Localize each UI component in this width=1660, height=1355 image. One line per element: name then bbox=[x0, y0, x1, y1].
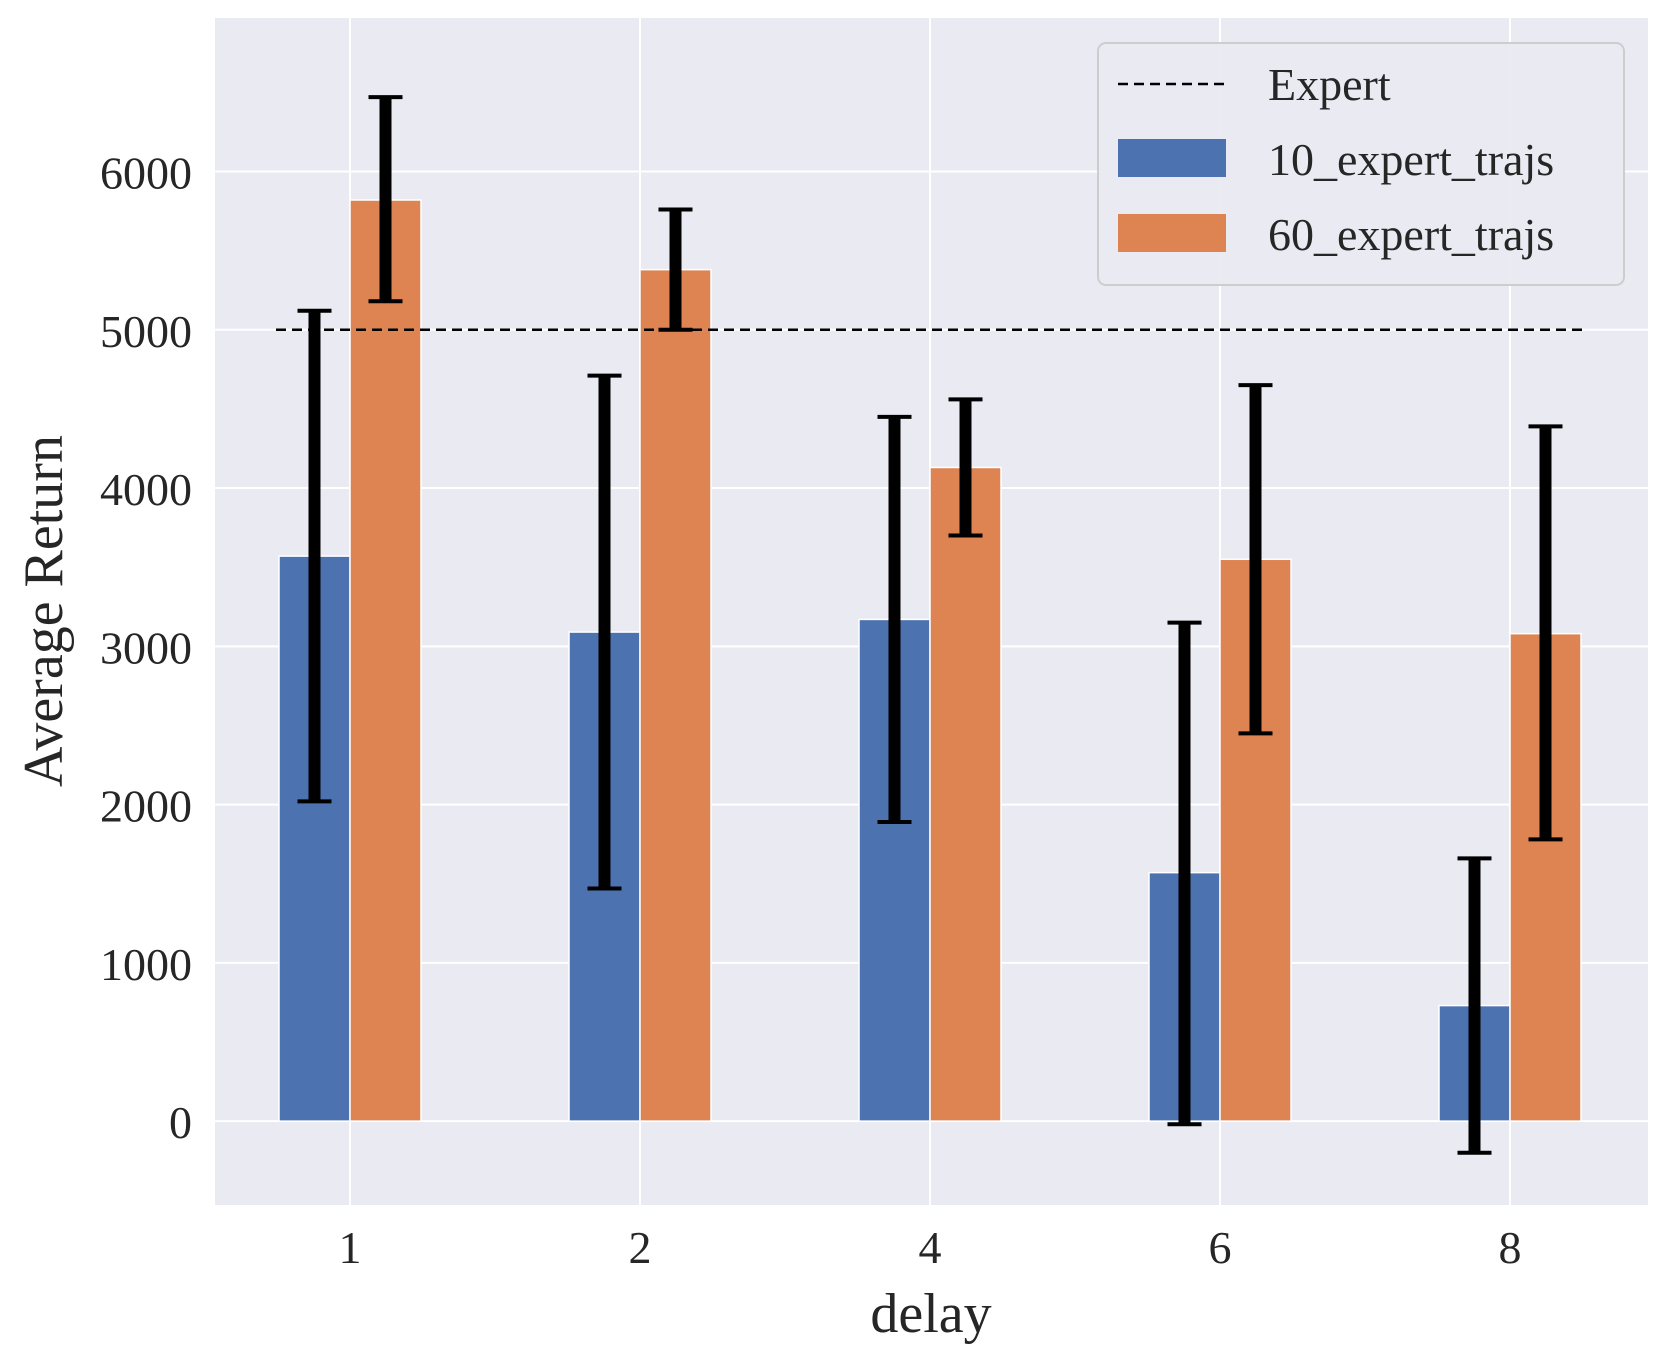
bars bbox=[278, 199, 1582, 1122]
legend-expert-label: Expert bbox=[1268, 59, 1391, 110]
legend-box bbox=[1097, 42, 1625, 286]
y-tick-label: 4000 bbox=[100, 464, 192, 515]
bar bbox=[349, 199, 422, 1122]
x-tick-label: 2 bbox=[629, 1222, 652, 1273]
y-tick-labels: 0 1000 2000 3000 4000 5000 6000 bbox=[100, 148, 192, 1149]
bar bbox=[639, 268, 712, 1122]
legend-swatch-10-expert-trajs bbox=[1118, 139, 1226, 177]
x-tick-label: 6 bbox=[1209, 1222, 1232, 1273]
y-tick-label: 5000 bbox=[100, 306, 192, 357]
x-tick-label: 1 bbox=[339, 1222, 362, 1273]
error-bars bbox=[297, 95, 1563, 1155]
bar bbox=[929, 466, 1002, 1122]
legend-swatch-60-expert-trajs bbox=[1118, 214, 1226, 252]
legend-label-60-expert-trajs: 60_expert_trajs bbox=[1268, 209, 1554, 260]
legend: Expert 10_expert_trajs 60_expert_trajs bbox=[1097, 42, 1625, 286]
y-tick-label: 6000 bbox=[100, 148, 192, 199]
legend-label-10-expert-trajs: 10_expert_trajs bbox=[1268, 134, 1554, 185]
y-tick-label: 3000 bbox=[100, 622, 192, 673]
y-tick-label: 2000 bbox=[100, 781, 192, 832]
x-tick-labels: 1 2 4 6 8 bbox=[339, 1222, 1522, 1273]
x-tick-label: 8 bbox=[1499, 1222, 1522, 1273]
x-axis-label: delay bbox=[870, 1283, 991, 1345]
y-axis-label: Average Return bbox=[13, 435, 75, 787]
y-tick-label: 1000 bbox=[100, 939, 192, 990]
y-tick-label: 0 bbox=[169, 1097, 192, 1148]
x-tick-label: 4 bbox=[919, 1222, 942, 1273]
